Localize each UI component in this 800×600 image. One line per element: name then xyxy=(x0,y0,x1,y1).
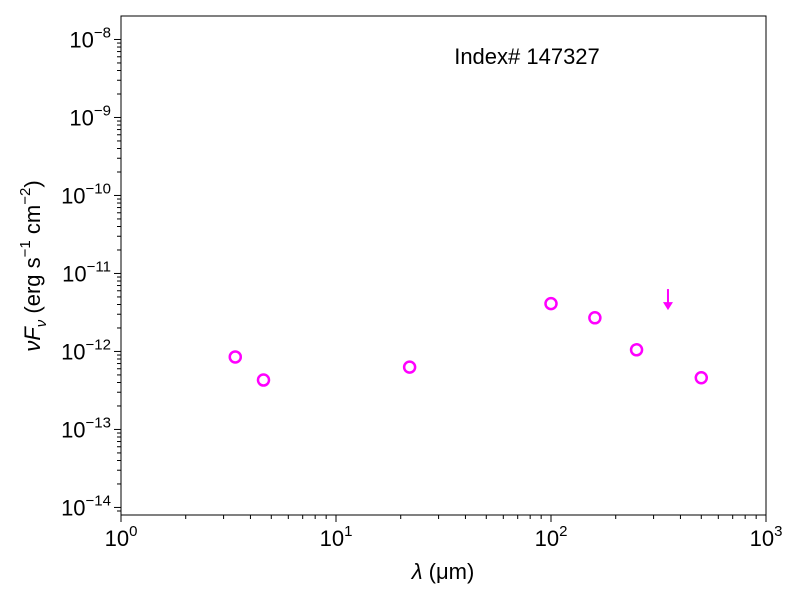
x-tick-label: 101 xyxy=(320,523,353,551)
x-tick-label: 102 xyxy=(535,523,568,551)
upper-limit-arrow xyxy=(662,289,673,311)
y-tick-label: 10−12 xyxy=(61,336,111,364)
y-tick-label: 10−9 xyxy=(69,102,111,130)
data-point xyxy=(228,350,243,364)
major-ticks xyxy=(114,38,767,522)
data-point xyxy=(544,296,558,311)
data-point xyxy=(256,373,271,387)
y-tick-label: 10−10 xyxy=(61,180,111,208)
x-axis-label: λ (μm) xyxy=(411,559,475,584)
upper-limit-head xyxy=(662,302,673,311)
plot-frame xyxy=(120,15,767,516)
minor-ticks xyxy=(117,42,757,519)
tick-labels: 100 101 102 103 10−14 10−13 10−12 10−11 10−10 10−… xyxy=(61,24,782,551)
y-axis-label: νFν (erg s−1 cm−2) xyxy=(17,180,50,351)
y-tick-label: 10−11 xyxy=(62,258,111,286)
data-markers xyxy=(228,289,709,387)
data-point xyxy=(402,360,417,374)
y-tick-label: 10−13 xyxy=(61,414,111,442)
x-tick-label: 100 xyxy=(105,523,138,551)
data-point xyxy=(629,343,644,357)
y-tick-label: 10−14 xyxy=(61,492,111,520)
y-tick-label: 10−8 xyxy=(69,24,111,52)
x-tick-label: 103 xyxy=(750,523,783,551)
index-annotation: Index# 147327 xyxy=(454,44,600,69)
data-point xyxy=(588,311,602,325)
data-point xyxy=(694,371,709,385)
